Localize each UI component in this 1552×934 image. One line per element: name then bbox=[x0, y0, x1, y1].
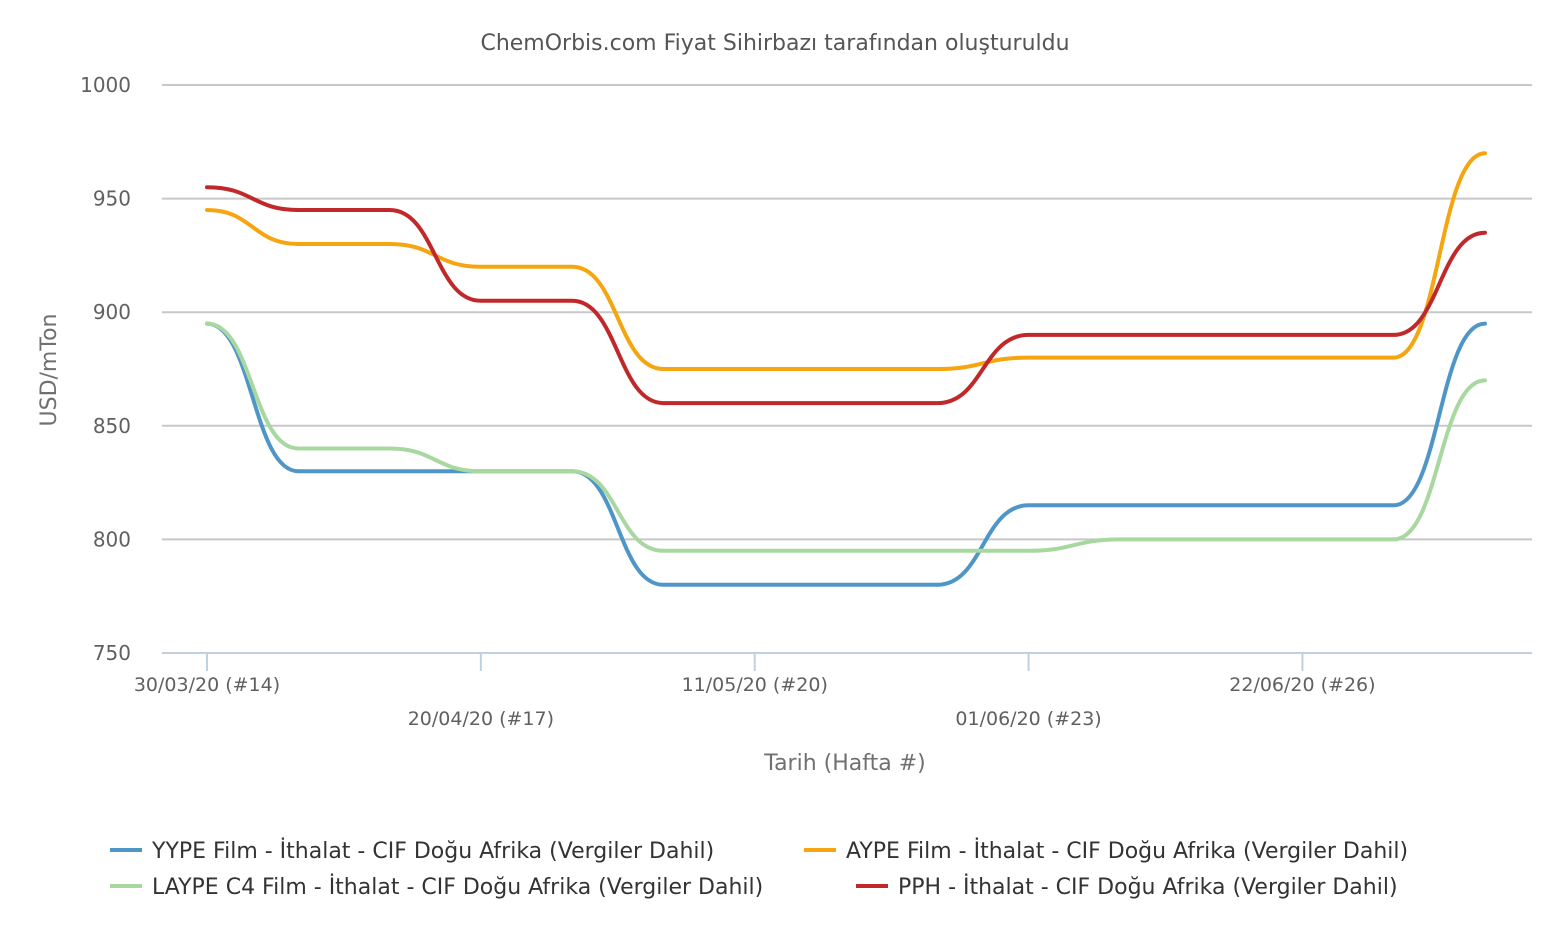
legend-item[interactable]: YYPE Film - İthalat - CIF Doğu Afrika (V… bbox=[110, 838, 714, 864]
legend-label: PPH - İthalat - CIF Doğu Afrika (Vergile… bbox=[898, 874, 1398, 900]
legend-item[interactable]: PPH - İthalat - CIF Doğu Afrika (Vergile… bbox=[856, 874, 1398, 900]
y-tick-label: 950 bbox=[93, 187, 131, 211]
y-tick-label: 900 bbox=[93, 300, 131, 324]
legend: YYPE Film - İthalat - CIF Doğu Afrika (V… bbox=[110, 838, 1408, 900]
series-line bbox=[205, 321, 1487, 553]
y-tick-label: 1000 bbox=[80, 73, 131, 97]
x-axis-title: Tarih (Hafta #) bbox=[763, 751, 925, 776]
series-line bbox=[205, 151, 1487, 372]
y-axis-ticks: 750 800 850 900 950 1000 bbox=[80, 73, 131, 665]
y-tick-label: 850 bbox=[93, 414, 131, 438]
y-tick-label: 750 bbox=[93, 641, 131, 665]
x-tick-label: 01/06/20 (#23) bbox=[955, 708, 1101, 730]
x-tick-label: 20/04/20 (#17) bbox=[408, 708, 554, 730]
series-lines bbox=[205, 151, 1487, 587]
legend-item[interactable]: AYPE Film - İthalat - CIF Doğu Afrika (V… bbox=[804, 838, 1408, 864]
chart-title: ChemOrbis.com Fiyat Sihirbazı tarafından… bbox=[480, 31, 1069, 56]
series-line bbox=[205, 185, 1487, 406]
x-tick-label: 22/06/20 (#26) bbox=[1229, 674, 1375, 696]
x-axis: 30/03/20 (#14) 20/04/20 (#17) 11/05/20 (#2… bbox=[134, 652, 1532, 730]
y-axis-title: USD/mTon bbox=[37, 314, 62, 427]
series-line bbox=[205, 321, 1487, 587]
x-tick-label: 30/03/20 (#14) bbox=[134, 674, 280, 696]
legend-label: LAYPE C4 Film - İthalat - CIF Doğu Afrik… bbox=[152, 874, 763, 900]
x-tick-label: 11/05/20 (#20) bbox=[682, 674, 828, 696]
legend-label: AYPE Film - İthalat - CIF Doğu Afrika (V… bbox=[846, 838, 1408, 864]
legend-item[interactable]: LAYPE C4 Film - İthalat - CIF Doğu Afrik… bbox=[110, 874, 763, 900]
legend-label: YYPE Film - İthalat - CIF Doğu Afrika (V… bbox=[151, 838, 714, 864]
y-tick-label: 800 bbox=[93, 527, 131, 551]
